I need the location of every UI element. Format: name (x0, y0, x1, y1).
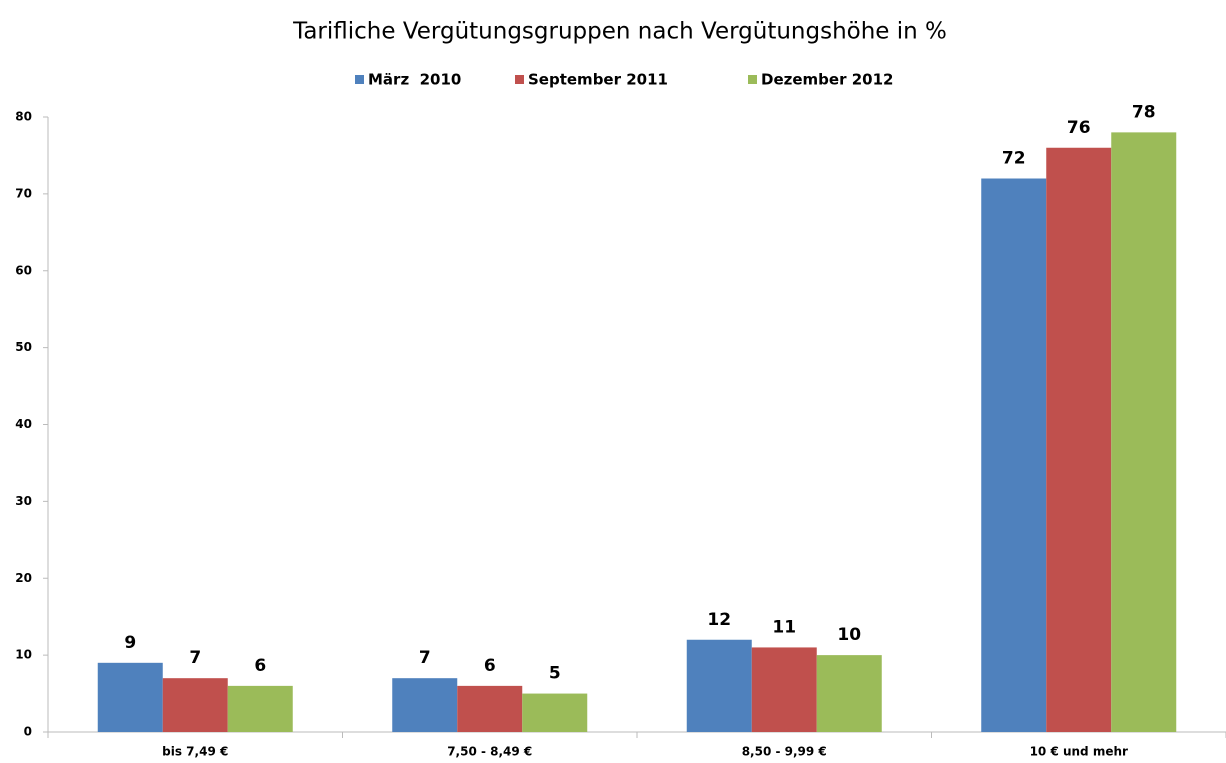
legend-label: März 2010 (368, 71, 461, 89)
bar (227, 685, 293, 732)
data-label: 7 (419, 648, 431, 668)
y-tick-label: 10 (15, 648, 32, 662)
bar (457, 685, 523, 732)
data-label: 11 (772, 617, 796, 637)
y-tick-label: 70 (15, 186, 32, 200)
y-tick-label: 30 (15, 494, 32, 508)
data-label: 7 (189, 648, 201, 668)
x-tick-label: 7,50 - 8,49 € (447, 745, 532, 759)
y-tick-label: 20 (15, 571, 32, 585)
legend-swatch (355, 75, 364, 84)
y-tick-label: 80 (15, 110, 32, 124)
legend-swatch (748, 75, 757, 84)
x-tick-label: 8,50 - 9,99 € (742, 745, 827, 759)
data-label: 6 (484, 656, 496, 676)
y-tick-label: 60 (15, 263, 32, 277)
legend-label: September 2011 (528, 71, 668, 89)
chart-title: Tarifliche Vergütungsgruppen nach Vergüt… (292, 19, 947, 45)
bar (522, 693, 588, 732)
bar (1111, 132, 1177, 732)
x-tick-label: bis 7,49 € (162, 745, 228, 759)
y-tick-label: 50 (15, 340, 32, 354)
data-label: 6 (254, 656, 266, 676)
bar (816, 655, 882, 732)
y-tick-label: 40 (15, 417, 32, 431)
bar (1046, 147, 1112, 732)
data-label: 10 (837, 625, 861, 645)
x-tick-label: 10 € und mehr (1030, 745, 1128, 759)
legend-swatch (515, 75, 524, 84)
legend-label: Dezember 2012 (761, 71, 893, 89)
data-label: 72 (1002, 149, 1026, 169)
data-label: 5 (549, 664, 561, 684)
bar (97, 662, 163, 732)
bar (981, 178, 1047, 732)
data-label: 12 (707, 610, 731, 630)
bar (751, 647, 817, 732)
y-tick-label: 0 (24, 725, 32, 739)
data-label: 76 (1067, 118, 1091, 138)
bar (392, 678, 458, 732)
data-label: 78 (1132, 102, 1156, 122)
data-label: 9 (124, 633, 136, 653)
bar (162, 678, 228, 732)
bar (686, 639, 752, 732)
